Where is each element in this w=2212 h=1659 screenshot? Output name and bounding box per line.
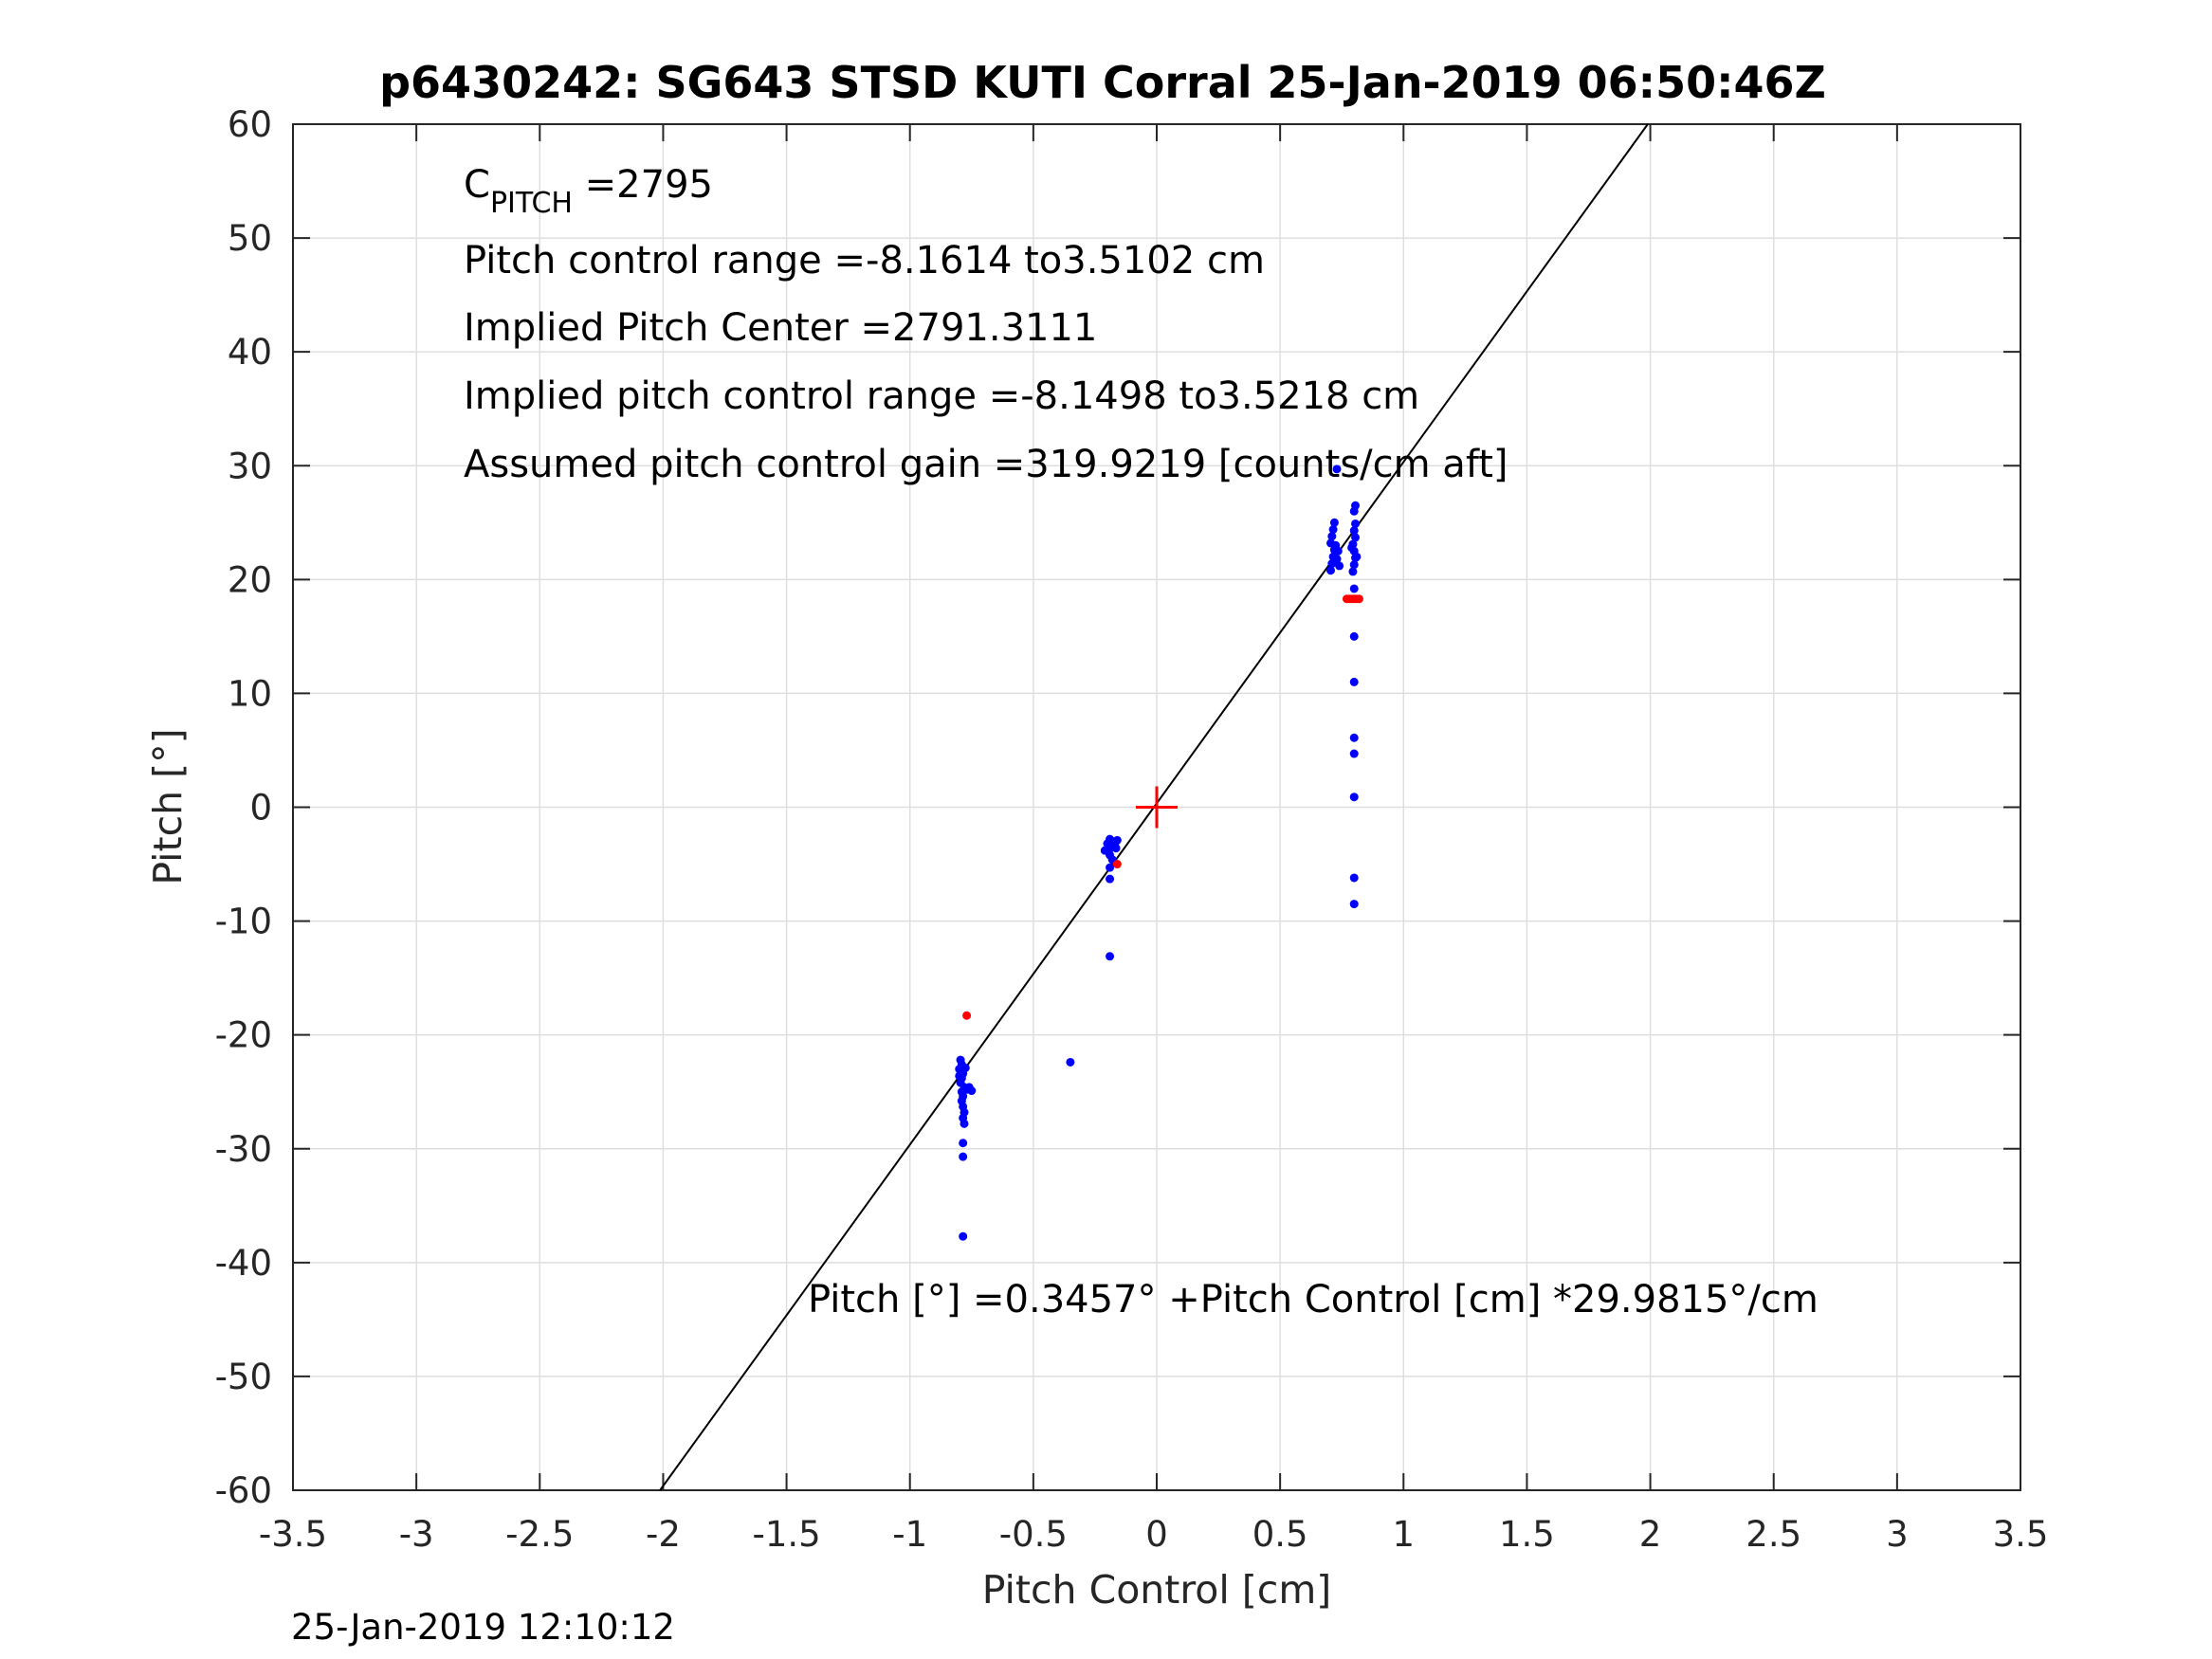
y-axis-label: Pitch [°]: [145, 728, 191, 884]
data-point: [1349, 900, 1359, 909]
grid: [292, 123, 2021, 1491]
y-tick-label: -30: [215, 1129, 272, 1170]
y-tick-label: -50: [215, 1357, 272, 1397]
data-point: [1349, 733, 1359, 742]
axis-ticks: [292, 123, 2021, 1491]
data-point: [1352, 552, 1362, 561]
y-tick-label: 20: [228, 559, 272, 600]
data-point: [960, 1063, 970, 1072]
y-tick-label: 40: [228, 332, 272, 373]
y-tick-label: -20: [215, 1015, 272, 1056]
series-1: [962, 594, 1363, 1020]
implied-pitch-center-text: Implied Pitch Center =2791.3111: [464, 306, 1097, 350]
data-point: [1349, 631, 1359, 641]
x-tick-label: -3: [399, 1514, 434, 1555]
data-point: [1332, 465, 1342, 474]
x-axis-label: Pitch Control [cm]: [982, 1567, 1332, 1613]
fit-equation-text: Pitch [°] =0.3457° +Pitch Control [cm] *…: [808, 1278, 1819, 1322]
data-point: [1349, 526, 1359, 536]
x-tick-label: 1: [1393, 1514, 1416, 1555]
x-tick-label: 1.5: [1499, 1514, 1555, 1555]
data-point: [1351, 533, 1361, 542]
y-tick-label: -60: [215, 1470, 272, 1511]
data-point: [1335, 561, 1344, 571]
data-point: [959, 1231, 968, 1241]
data-point: [1347, 543, 1357, 553]
x-tick-label: -1: [892, 1514, 927, 1555]
y-tick-label: 60: [228, 104, 272, 145]
x-tick-label: -1.5: [752, 1514, 820, 1555]
x-tick-label: 2.5: [1746, 1514, 1801, 1555]
data-point: [1349, 749, 1359, 758]
cpitch-main: C: [464, 163, 490, 207]
data-point: [1112, 835, 1122, 845]
footer-timestamp: 25-Jan-2019 12:10:12: [291, 1607, 675, 1648]
data-point: [1349, 584, 1359, 593]
y-tick-label: 50: [228, 218, 272, 259]
data-point: [1112, 860, 1122, 869]
data-point: [1351, 501, 1361, 510]
x-tick-label: -2: [646, 1514, 681, 1555]
plot-marks: [659, 123, 1649, 1491]
x-tick-label: -2.5: [505, 1514, 574, 1555]
data-point: [1111, 844, 1121, 853]
data-point: [1351, 519, 1361, 528]
implied-control-range-text: Implied pitch control range =-8.1498 to3…: [464, 374, 1419, 418]
data-point: [1332, 555, 1342, 564]
y-tick-label: -40: [215, 1243, 272, 1284]
y-tick-labels: 60 50 40 30 20 10 0 -10 -20 -30 -40 -50 -60: [215, 104, 272, 1511]
pitch-control-range-text: Pitch control range =-8.1614 to3.5102 cm: [464, 239, 1265, 283]
data-point: [962, 1011, 972, 1020]
y-tick-label: 30: [228, 446, 272, 486]
x-tick-label: 0.5: [1252, 1514, 1308, 1555]
data-point: [1354, 594, 1363, 604]
x-tick-label: 2: [1639, 1514, 1662, 1555]
cpitch-annotation: CPITCH =2795: [464, 163, 713, 220]
x-tick-label: 3: [1886, 1514, 1909, 1555]
y-tick-label: 0: [249, 788, 272, 829]
data-point: [1349, 793, 1359, 802]
data-point: [967, 1086, 977, 1096]
x-tick-label: -0.5: [999, 1514, 1068, 1555]
data-point: [1349, 560, 1359, 570]
data-point: [1349, 873, 1359, 883]
data-point: [1329, 518, 1339, 527]
pitch-control-gain-text: Assumed pitch control gain =319.9219 [co…: [464, 443, 1508, 486]
data-point: [1349, 677, 1359, 686]
x-tick-label: 0: [1145, 1514, 1168, 1555]
data-point: [1066, 1057, 1075, 1066]
x-tick-labels: -3.5 -3 -2.5 -2 -1.5 -1 -0.5 0 0.5 1 1.5 2 2.5 3 3.5: [259, 1514, 2049, 1555]
data-point: [1106, 874, 1115, 884]
data-point: [1106, 863, 1115, 872]
cpitch-value: =2795: [573, 163, 713, 207]
chart-title: p6430242: SG643 STSD KUTI Corral 25-Jan-…: [379, 57, 1826, 108]
data-point: [1331, 540, 1341, 550]
data-point: [955, 1071, 964, 1081]
data-point: [959, 1152, 968, 1161]
y-tick-label: 10: [228, 673, 272, 714]
cpitch-subscript: PITCH: [490, 187, 573, 220]
data-point: [1348, 567, 1358, 576]
data-point: [960, 1119, 969, 1128]
y-tick-label: -10: [215, 902, 272, 942]
series-0: [955, 465, 1362, 1241]
data-point: [1327, 532, 1337, 541]
data-point: [1328, 524, 1338, 534]
x-tick-label: -3.5: [259, 1514, 327, 1555]
data-point: [959, 1139, 968, 1148]
x-tick-label: 3.5: [1993, 1514, 2049, 1555]
data-point: [1326, 566, 1336, 575]
data-point: [1106, 952, 1115, 961]
